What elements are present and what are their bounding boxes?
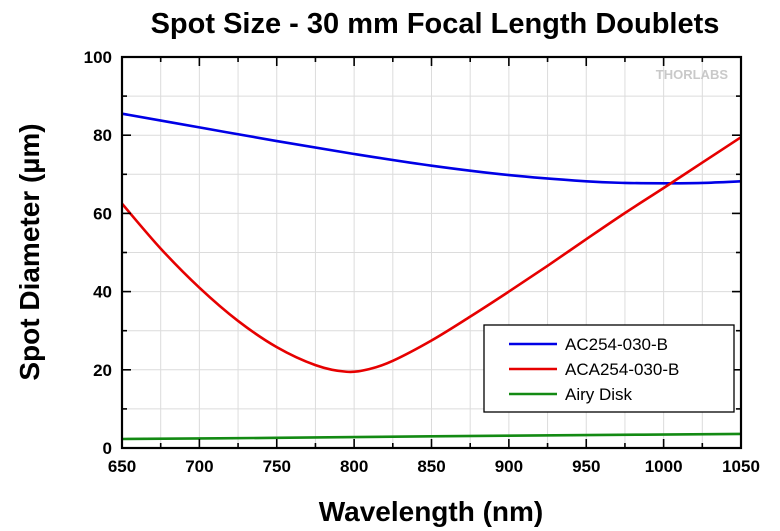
- x-tick-label: 1000: [645, 457, 683, 476]
- brand-watermark: THORLABS: [656, 67, 729, 82]
- y-tick-label: 60: [93, 204, 112, 223]
- y-axis-label: Spot Diameter (µm): [14, 123, 45, 380]
- series-line-3: [121, 432, 742, 441]
- chart-title: Spot Size - 30 mm Focal Length Doublets: [151, 8, 720, 40]
- y-tick-label: 0: [103, 439, 112, 458]
- y-tick-label: 80: [93, 126, 112, 145]
- y-tick-label: 20: [93, 361, 112, 380]
- x-tick-label: 850: [417, 457, 445, 476]
- legend-label-2: ACA254-030-B: [565, 360, 679, 379]
- data-series: [121, 112, 742, 441]
- x-tick-label: 750: [263, 457, 291, 476]
- x-tick-label: 800: [340, 457, 368, 476]
- x-tick-label: 700: [185, 457, 213, 476]
- x-tick-label: 900: [495, 457, 523, 476]
- axis-ticks: [121, 56, 742, 449]
- legend: AC254-030-B ACA254-030-B Airy Disk: [483, 324, 735, 413]
- y-tick-label: 100: [84, 48, 112, 67]
- x-tick-label: 650: [108, 457, 136, 476]
- axis-tick-labels: 650 700 750 800 850 900 950 1000 1050 0 20 40 60 80 10…: [84, 48, 760, 476]
- y-tick-label: 40: [93, 283, 112, 302]
- x-tick-label: 950: [572, 457, 600, 476]
- series-line-2: [121, 136, 742, 374]
- legend-label-3: Airy Disk: [565, 385, 633, 404]
- x-tick-label: 1050: [722, 457, 760, 476]
- x-axis-label: Wavelength (nm): [319, 496, 544, 527]
- legend-label-1: AC254-030-B: [565, 335, 668, 354]
